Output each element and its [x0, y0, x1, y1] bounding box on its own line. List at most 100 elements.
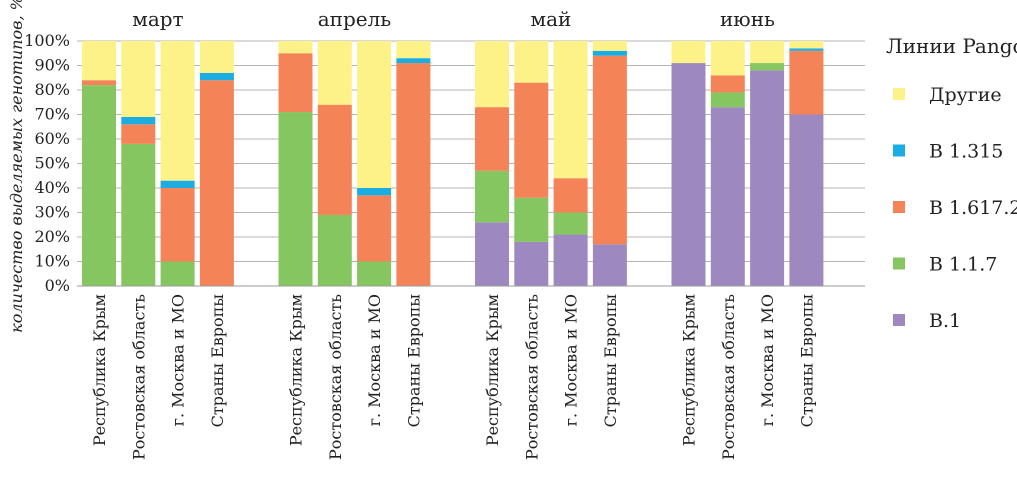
y-axis-label: количество выделяемых генотипов, % [7, 0, 26, 333]
x-category-label: г. Москва и МО [169, 294, 188, 426]
bar-segment-b-1-1-7 [553, 212, 588, 235]
bar-segment-другие [592, 41, 627, 51]
bar-segment-другие [514, 41, 549, 83]
x-category-label: Республика Крым [483, 294, 502, 446]
legend: Линии Pango Другие B 1.315 B 1.617.2 B 1.1.… [886, 34, 1017, 332]
bar-segment-b-1 [789, 114, 824, 286]
bar-segment-b-1-1-7 [160, 261, 195, 286]
bar-segment-другие [750, 41, 785, 64]
bar-segment-b-1-617-2 [396, 63, 431, 286]
bar-segment-b-1-315 [592, 50, 627, 56]
group-title: март [132, 7, 183, 31]
bars [82, 41, 824, 287]
bar-segment-b-1-617-2 [317, 104, 352, 215]
bar-segment-b-1-617-2 [199, 80, 234, 286]
bar-segment-b-1-315 [789, 48, 824, 51]
group-title: апрель [318, 7, 392, 31]
bar-segment-b-1-315 [121, 116, 156, 125]
bar-segment-b-1-617-2 [710, 75, 745, 93]
bar-segment-b-1-617-2 [592, 55, 627, 245]
y-tick-label: 50% [34, 154, 70, 173]
bar-segment-b-1-617-2 [357, 195, 392, 262]
bar-segment-другие [357, 41, 392, 188]
y-tick-label: 100% [24, 31, 70, 50]
legend-label: Другие [929, 84, 1002, 106]
legend-label: B.1 [929, 310, 961, 332]
x-category-label: Ростовская область [719, 294, 738, 460]
bar-segment-b-1-315 [199, 72, 234, 81]
bar-segment-b-1 [750, 70, 785, 287]
bar-segment-b-1-617-2 [475, 107, 509, 171]
bar-segment-b-1-617-2 [553, 178, 588, 213]
x-category-label: г. Москва и МО [365, 294, 384, 426]
bar-segment-b-1-315 [396, 58, 431, 64]
bar-segment-b-1 [553, 234, 588, 286]
bar-segment-b-1 [514, 241, 549, 286]
bar-segment-b-1 [710, 107, 745, 287]
y-tick-label: 30% [34, 203, 70, 222]
legend-label: B 1.617.2 [929, 197, 1017, 219]
y-tick-label: 60% [34, 129, 70, 148]
bar-segment-b-1-1-7 [750, 63, 785, 71]
x-category-label: Республика Крым [680, 294, 699, 446]
bar-segment-другие [317, 41, 352, 105]
legend-swatch-b-1 [893, 314, 905, 326]
bar-segment-другие [789, 41, 824, 49]
bar-segment-b-1-1-7 [357, 261, 392, 286]
legend-label: B 1.1.7 [929, 254, 997, 276]
x-category-label: г. Москва и МО [562, 294, 581, 426]
bar-segment-b-1-315 [160, 180, 195, 188]
y-tick-label: 0% [45, 276, 70, 295]
bar-segment-b-1-617-2 [82, 80, 116, 86]
y-tick-label: 20% [34, 227, 70, 246]
bar-segment-b-1-617-2 [514, 82, 549, 198]
x-category-label: Ростовская область [129, 294, 148, 460]
x-category-label: г. Москва и МО [758, 294, 777, 426]
bar-segment-b-1-617-2 [121, 124, 156, 144]
bar-segment-b-1-1-7 [514, 197, 549, 242]
bar-segment-другие [199, 41, 234, 73]
bar-segment-b-1-1-7 [317, 214, 352, 286]
bar-segment-b-1-315 [357, 188, 392, 196]
y-tick-label: 40% [34, 178, 70, 197]
y-tick-label: 70% [34, 105, 70, 124]
legend-swatch-b-1-315 [893, 144, 905, 157]
gridlines [77, 40, 865, 287]
bar-segment-другие [553, 41, 588, 179]
bar-segment-b-1-1-7 [278, 112, 313, 286]
x-category-label: Страны Европы [404, 294, 423, 428]
bar-segment-b-1-1-7 [475, 170, 509, 223]
x-category-label: Страны Европы [601, 294, 620, 428]
x-category-label: Ростовская область [326, 294, 345, 460]
group-title: май [531, 7, 572, 31]
legend-label: B 1.315 [929, 141, 1003, 163]
bar-segment-другие [278, 41, 313, 54]
bar-segment-другие [396, 41, 431, 59]
x-category-label: Страны Европы [208, 294, 227, 428]
bar-segment-другие [160, 41, 195, 181]
legend-swatch-b-1-1-7 [893, 257, 905, 270]
axes: 0% 10% 20% 30% 40% 50% 60% 70% 80% 90% 100% Республ… [24, 7, 865, 460]
bar-segment-другие [121, 41, 156, 117]
bar-segment-b-1 [671, 63, 706, 286]
y-tick-label: 80% [34, 80, 70, 99]
bar-segment-b-1 [475, 222, 509, 286]
legend-title: Линии Pango [886, 34, 1017, 58]
bar-segment-b-1-617-2 [278, 53, 313, 113]
x-category-label: Республика Крым [90, 294, 109, 446]
legend-swatch-другие [893, 88, 905, 100]
bar-segment-b-1 [592, 244, 627, 286]
bar-segment-b-1-1-7 [710, 92, 745, 108]
legend-swatch-b-1-617-2 [893, 201, 905, 213]
group-title: июнь [720, 7, 775, 31]
x-category-label: Ростовская область [522, 294, 541, 460]
bar-segment-b-1-1-7 [82, 85, 116, 286]
bar-segment-другие [671, 41, 706, 64]
y-tick-label: 10% [34, 252, 70, 271]
x-category-label: Республика Крым [287, 294, 306, 446]
bar-segment-другие [475, 41, 509, 108]
bar-segment-другие [710, 41, 745, 76]
bar-segment-другие [82, 41, 116, 81]
y-tick-label: 90% [34, 56, 70, 75]
